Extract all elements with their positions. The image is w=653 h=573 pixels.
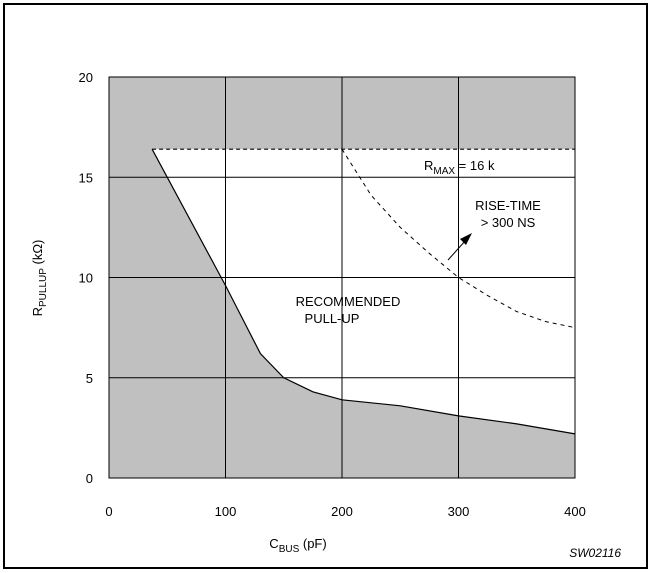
y-tick-label-10: 10 [79,271,93,286]
rise-time-label-line1: RISE-TIME [475,198,541,213]
x-tick-label-400: 400 [564,504,586,519]
x-tick-label-100: 100 [215,504,237,519]
recommended-region [152,149,576,434]
x-tick-label-300: 300 [448,504,470,519]
recommended-label-line1: RECOMMENDED [296,294,401,309]
y-tick-label-0: 0 [86,471,93,486]
rise-time-arrow-head [460,233,472,245]
figure-code: SW02116 [569,546,621,560]
y-tick-label-5: 5 [86,371,93,386]
rise-time-label-line2: > 300 NS [481,215,536,230]
x-tick-label-0: 0 [105,504,112,519]
y-tick-label-20: 20 [79,70,93,85]
lower-boundary-curve [151,148,576,435]
plot-border [108,76,576,479]
rmax-label: RMAX = 16 k [424,158,495,177]
x-axis-label: CBUS (pF) [269,536,326,555]
recommended-label-line2: PULL-UP [305,311,360,326]
y-tick-label-15: 15 [79,170,93,185]
y-axis-label: RPULLUP (kΩ) [30,240,49,317]
x-tick-label-200: 200 [331,504,353,519]
figure-frame [3,3,648,569]
rise-time-arrow-line [447,239,467,261]
